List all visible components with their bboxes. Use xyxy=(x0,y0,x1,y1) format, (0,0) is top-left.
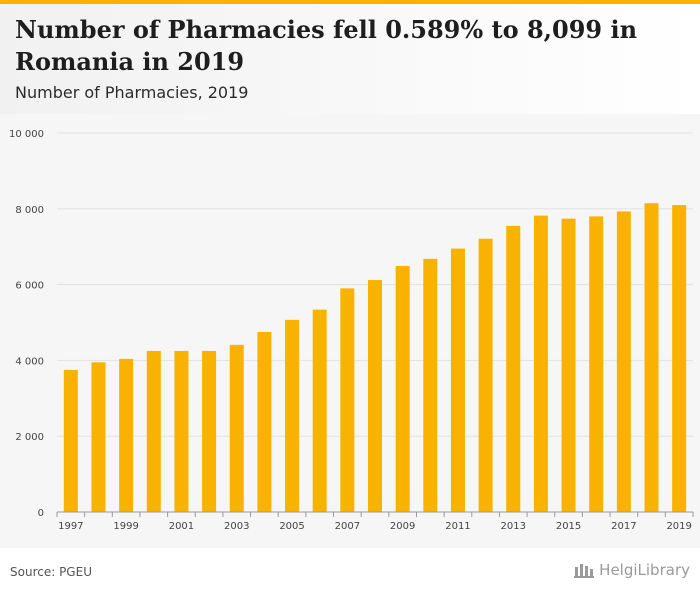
y-tick-label: 8 000 xyxy=(15,205,44,216)
library-icon xyxy=(574,564,595,578)
bar-2003 xyxy=(229,344,244,512)
bar-2001 xyxy=(174,350,189,512)
bar-1997 xyxy=(63,369,78,512)
y-tick-label: 10 000 xyxy=(9,129,44,140)
x-tick-label: 2001 xyxy=(169,521,194,532)
x-tick-label: 2013 xyxy=(501,521,526,532)
bar-2005 xyxy=(285,319,300,512)
bar-2012 xyxy=(478,238,493,512)
x-tick-label: 2015 xyxy=(556,521,581,532)
bar-1999 xyxy=(119,358,134,512)
x-tick-label: 2005 xyxy=(279,521,304,532)
bar-2018 xyxy=(644,203,659,512)
brand-logo[interactable]: HelgiLibrary xyxy=(573,561,690,579)
bar-2006 xyxy=(312,309,327,512)
bar-2000 xyxy=(146,350,161,512)
source-note: Source: PGEU xyxy=(10,565,92,579)
bar-2007 xyxy=(340,288,355,512)
y-tick-label: 4 000 xyxy=(15,356,44,367)
chart-footer: Source: PGEU HelgiLibrary xyxy=(0,548,700,596)
y-tick-label: 0 xyxy=(38,508,44,519)
bar-1998 xyxy=(91,362,106,512)
bar-2002 xyxy=(202,350,217,512)
chart-subtitle: Number of Pharmacies, 2019 xyxy=(15,83,249,102)
x-tick-label: 2009 xyxy=(390,521,415,532)
bar-2011 xyxy=(450,248,465,512)
x-tick-label: 2007 xyxy=(335,521,360,532)
y-tick-label: 2 000 xyxy=(15,432,44,443)
x-tick-label: 2017 xyxy=(611,521,636,532)
brand-name: HelgiLibrary xyxy=(599,561,690,579)
x-tick-label: 1999 xyxy=(113,521,138,532)
y-tick-label: 6 000 xyxy=(15,281,44,292)
accent-bar xyxy=(0,0,700,4)
bar-2009 xyxy=(395,266,410,512)
bar-2013 xyxy=(506,225,521,512)
x-tick-label: 1997 xyxy=(58,521,83,532)
bar-2008 xyxy=(368,280,382,512)
x-tick-label: 2003 xyxy=(224,521,249,532)
chart-area: 0 2 000 4 000 6 000 8 000 10 000 1997 1999 2001… xyxy=(0,114,700,548)
x-tick-label: 2019 xyxy=(666,521,691,532)
bar-2016 xyxy=(589,216,604,512)
bar-2004 xyxy=(257,331,272,512)
chart-header: Number of Pharmacies fell 0.589% to 8,09… xyxy=(0,4,700,114)
bar-2019 xyxy=(672,205,687,512)
y-axis-tick-labels: 0 2 000 4 000 6 000 8 000 10 000 xyxy=(9,129,44,519)
bar-2014 xyxy=(533,215,548,512)
x-axis: 1997 1999 2001 2003 2005 2007 2009 2011 2013 2015… xyxy=(56,511,694,532)
x-tick-label: 2011 xyxy=(445,521,470,532)
bar-chart: 0 2 000 4 000 6 000 8 000 10 000 1997 1999 2001… xyxy=(9,129,694,532)
bars xyxy=(63,203,687,512)
bar-2010 xyxy=(423,258,438,512)
chart-title: Number of Pharmacies fell 0.589% to 8,09… xyxy=(15,15,638,76)
bar-2015 xyxy=(561,218,576,512)
bar-2017 xyxy=(616,211,631,512)
